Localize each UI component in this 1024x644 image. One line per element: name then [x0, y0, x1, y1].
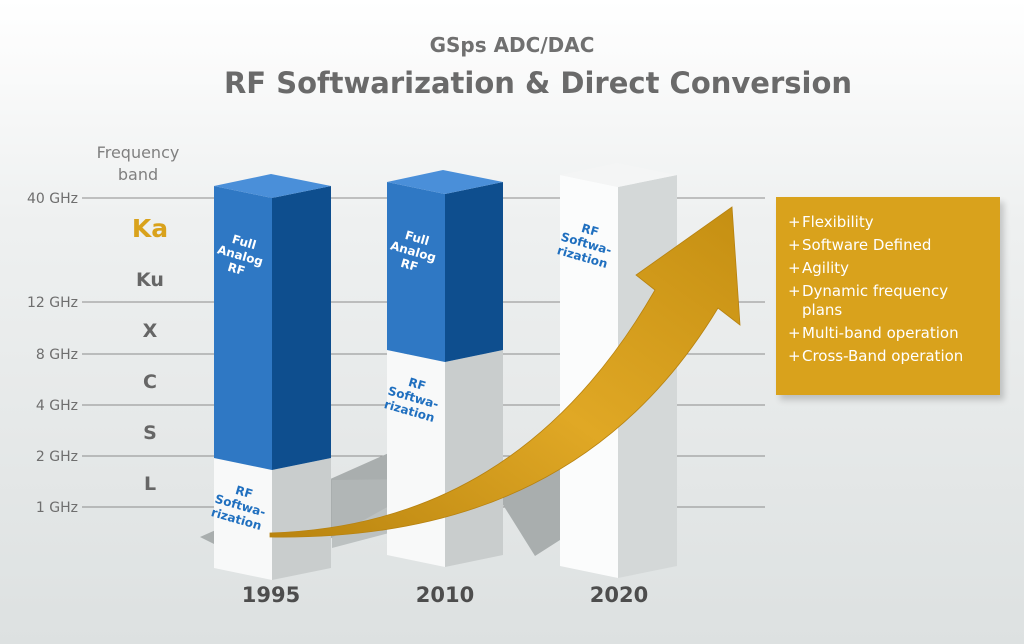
benefit-item: Agility	[788, 259, 990, 278]
year-label: 1995	[242, 583, 300, 607]
soft-block-top	[560, 163, 677, 187]
year-label: 2010	[416, 583, 474, 607]
analog-block-front	[387, 182, 445, 362]
axis-title: Frequency band	[88, 142, 188, 186]
column-label-line: RF	[580, 221, 601, 239]
analog-block-top	[387, 170, 503, 194]
analog-block-side	[445, 182, 503, 362]
band-label: S	[143, 422, 157, 444]
column-label-line: RF	[234, 483, 255, 501]
band-label: L	[144, 473, 156, 495]
soft-block-front	[214, 458, 272, 580]
frequency-tick: 1 GHz	[36, 500, 78, 516]
svg-text:FullAnalogRF: FullAnalogRF	[385, 225, 442, 278]
year-labels: 1995 2010 2020	[242, 583, 648, 607]
column-label-line: RF	[399, 256, 420, 274]
benefit-item: Dynamic frequency plans	[788, 282, 990, 320]
soft-block-side	[445, 350, 503, 567]
axis-title-line1: Frequency	[96, 143, 180, 162]
column-label-line: Full	[230, 232, 257, 252]
frequency-tick: 12 GHz	[27, 295, 78, 311]
analog-block-top	[214, 174, 331, 198]
column-label-line: RF	[407, 375, 428, 393]
analog-block-side	[272, 186, 331, 470]
growth-arrow	[269, 206, 741, 538]
soft-block-side	[272, 458, 331, 580]
frequency-tick: 8 GHz	[36, 347, 78, 363]
frequency-tick: 40 GHz	[27, 191, 78, 207]
frequency-tick: 2 GHz	[36, 449, 78, 465]
subtitle: GSps ADC/DAC	[429, 33, 595, 57]
band-label: C	[143, 371, 157, 393]
year-label: 2020	[590, 583, 648, 607]
column-label-line: Full	[403, 228, 430, 248]
column-label-line: RF	[226, 260, 247, 278]
analog-block-front	[214, 186, 272, 470]
band-label: Ka	[132, 214, 168, 243]
band-label: Ku	[136, 269, 164, 291]
frequency-tick-labels: 40 GHz 12 GHz 8 GHz 4 GHz 2 GHz 1 GHz	[27, 191, 78, 516]
benefit-item: Flexibility	[788, 213, 990, 232]
benefit-item: Cross-Band operation	[788, 347, 990, 366]
benefit-item: Multi-band operation	[788, 324, 990, 343]
band-labels: Ka Ku X C S L	[132, 214, 168, 495]
growth-arrow-shape	[269, 206, 741, 538]
benefits-box: Flexibility Software Defined Agility Dynami…	[776, 197, 1000, 395]
frequency-tick: 4 GHz	[36, 398, 78, 414]
benefits-list: Flexibility Software Defined Agility Dynami…	[788, 213, 990, 366]
axis-title-line2: band	[117, 165, 159, 184]
band-label: X	[143, 320, 158, 342]
svg-text:FullAnalogRF: FullAnalogRF	[212, 229, 269, 282]
page-title: RF Softwarization & Direct Conversion	[223, 66, 853, 100]
soft-block-front	[560, 175, 618, 578]
benefit-item: Software Defined	[788, 236, 990, 255]
